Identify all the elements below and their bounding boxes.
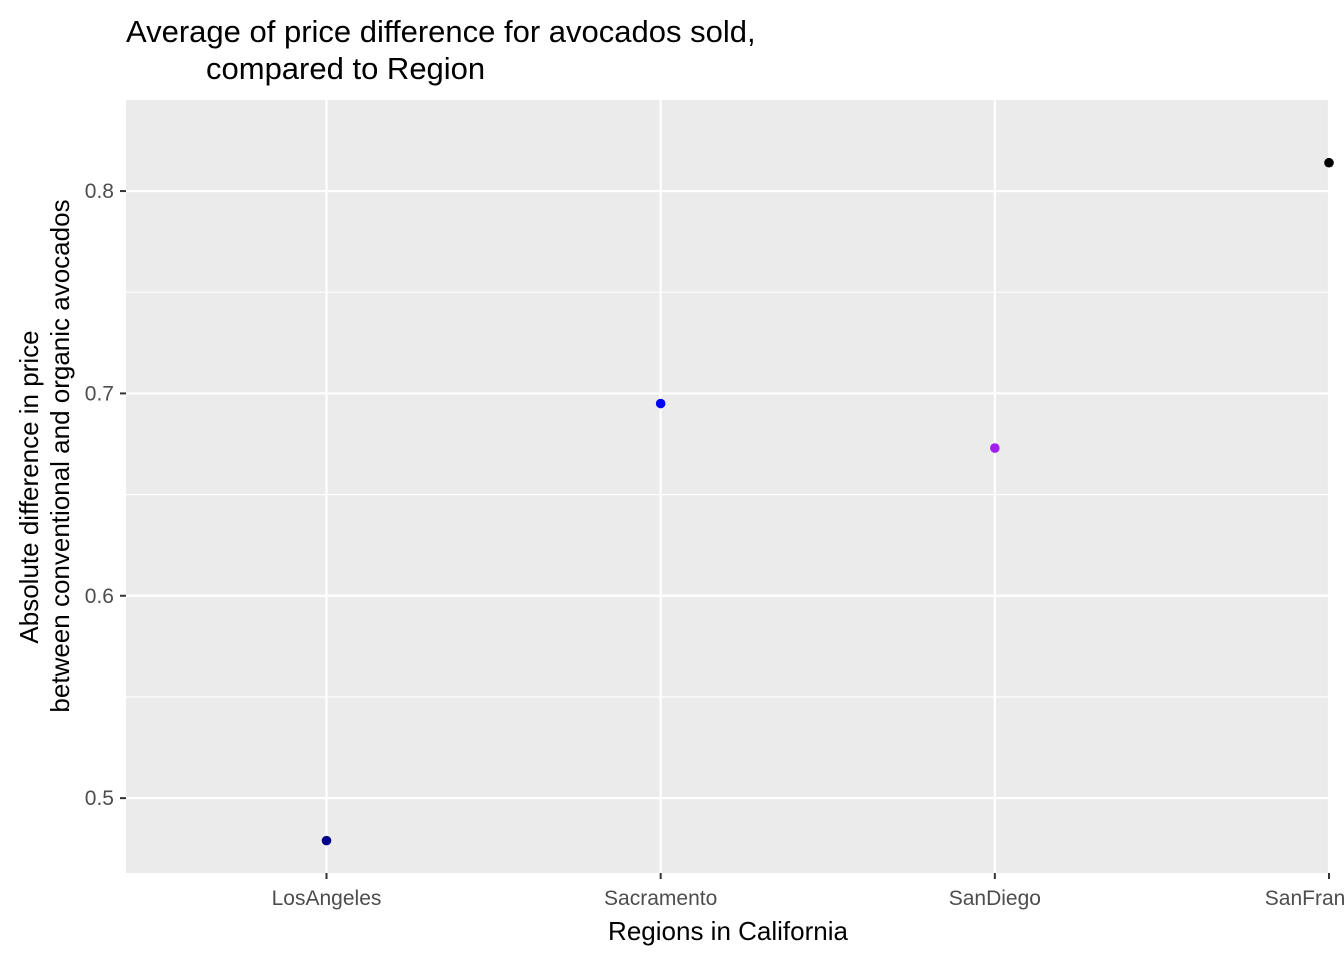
plot-panel (126, 100, 1329, 873)
data-point-sandiego (990, 443, 1000, 453)
data-point-losangeles (321, 835, 332, 846)
x-tick-label: Sacramento (604, 887, 717, 910)
y-tick-label: 0.6 (85, 585, 114, 608)
y-tick-label: 0.5 (85, 787, 114, 810)
y-axis-title-line-1: Absolute difference in price (14, 330, 44, 643)
x-axis-title: Regions in California (608, 916, 848, 946)
y-axis-title-line-2: between conventional and organic avocado… (45, 199, 75, 712)
chart-title-line-1: Average of price difference for avocados… (126, 14, 756, 49)
data-point-sacramento (655, 398, 666, 409)
x-tick-label: SanDiego (949, 887, 1041, 910)
y-tick-label: 0.7 (85, 382, 114, 405)
data-points (321, 157, 1334, 846)
y-tick-label: 0.8 (85, 180, 114, 203)
data-point-sanfrancisco (1324, 157, 1334, 168)
x-tick-label: LosAngeles (272, 887, 382, 910)
chart-title-line-2: compared to Region (206, 51, 485, 86)
x-axis: LosAngeles Sacramento SanDiego SanFrancisco (272, 873, 1344, 910)
x-tick-label: SanFrancisco (1265, 887, 1344, 910)
major-gridlines (126, 100, 1331, 873)
y-axis: 0.5 0.6 0.7 0.8 (85, 180, 126, 810)
